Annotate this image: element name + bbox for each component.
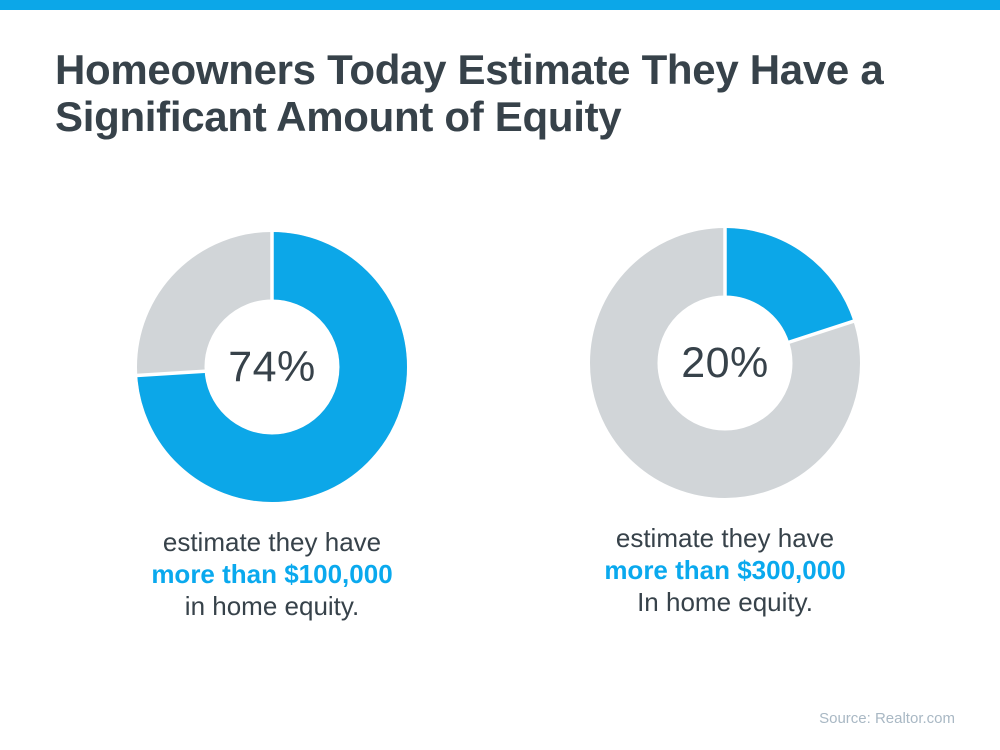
donut-ring-300k — [590, 227, 860, 498]
caption-300k: estimate they have more than $300,000 In… — [535, 522, 915, 618]
caption-100k-line-3: in home equity. — [184, 591, 360, 621]
donut-chart-section-300k: 20% estimate they have more than $300,00… — [535, 227, 915, 618]
top-accent-bar — [0, 0, 1000, 10]
donut-center-label-100k: 74% — [228, 342, 316, 391]
donut-300k: 20% — [590, 227, 860, 498]
page-title: Homeowners Today Estimate They Have a Si… — [55, 46, 965, 140]
caption-100k-line-1: estimate they have — [162, 527, 382, 557]
donut-center-label-300k: 20% — [681, 338, 769, 387]
caption-300k-highlight: more than $300,000 — [604, 555, 846, 585]
donut-chart-section-100k: 74% estimate they have more than $100,00… — [82, 231, 462, 622]
caption-100k: estimate they have more than $100,000 in… — [82, 526, 462, 622]
page-title-line-2: Significant Amount of Equity — [55, 93, 622, 140]
caption-300k-line-3: In home equity. — [637, 587, 813, 617]
donut-ring-100k — [136, 231, 407, 502]
source-attribution: Source: Realtor.com — [819, 710, 955, 727]
donut-100k: 74% — [136, 231, 407, 502]
caption-100k-highlight: more than $100,000 — [151, 559, 393, 589]
caption-300k-line-1: estimate they have — [615, 523, 835, 553]
page-title-line-1: Homeowners Today Estimate They Have a — [55, 46, 884, 93]
